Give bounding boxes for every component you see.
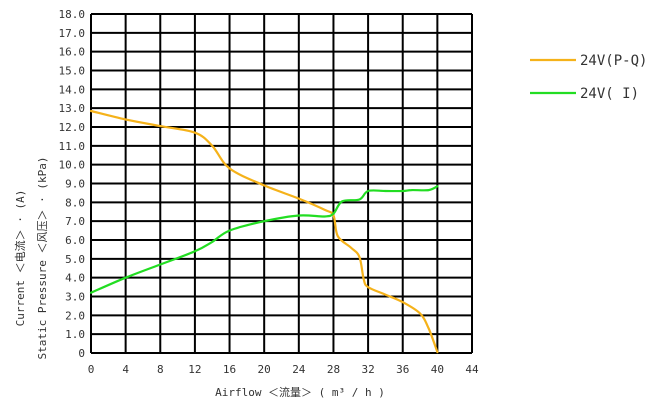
x-tick-label: 8	[157, 363, 164, 376]
x-axis-ticks: 0 4 8 12 16 20 24 28 32 36 40 44	[88, 363, 479, 376]
x-tick-label: 28	[327, 363, 340, 376]
y-axis-ticks: 0 1.0 2.0 3.0 4.0 5.0 6.0 7.0 8.0 9.0 10.0 11.0 12.0…	[59, 8, 86, 360]
y-tick-label: 0	[78, 347, 85, 360]
x-tick-label: 36	[396, 363, 409, 376]
legend-label: 24V(P-Q)	[580, 53, 647, 69]
y-tick-label: 17.0	[59, 27, 86, 40]
y-tick-label: 8.0	[65, 196, 85, 209]
series-line-pq	[89, 109, 439, 354]
y-tick-label: 3.0	[65, 291, 85, 304]
y-tick-label: 5.0	[65, 253, 85, 266]
y-tick-label: 13.0	[59, 102, 86, 115]
y-tick-label: 11.0	[59, 140, 86, 153]
x-tick-label: 20	[258, 363, 271, 376]
y-axis-label-pressure: Static Pressure ＜风压＞ · (kPa)	[36, 157, 49, 360]
x-tick-label: 24	[292, 363, 306, 376]
x-tick-label: 40	[431, 363, 444, 376]
x-tick-label: 32	[361, 363, 374, 376]
legend-label: 24V( I)	[580, 86, 639, 102]
y-tick-label: 1.0	[65, 328, 85, 341]
y-axis-label-current: Current ＜电流＞ · (A)	[13, 190, 27, 327]
grid	[90, 13, 473, 354]
x-tick-label: 0	[88, 363, 95, 376]
x-tick-label: 16	[223, 363, 236, 376]
x-axis-label: Airflow ＜流量＞ ( m³ / h )	[215, 385, 385, 399]
y-tick-label: 14.0	[59, 83, 86, 96]
y-tick-label: 18.0	[59, 8, 86, 21]
y-tick-label: 7.0	[65, 215, 85, 228]
y-tick-label: 2.0	[65, 309, 85, 322]
x-tick-label: 12	[188, 363, 201, 376]
y-tick-label: 10.0	[59, 159, 86, 172]
series-line-current	[89, 185, 439, 294]
x-tick-label: 4	[122, 363, 129, 376]
x-tick-label: 44	[465, 363, 479, 376]
y-tick-label: 4.0	[65, 272, 85, 285]
series-lines	[89, 109, 439, 354]
y-tick-label: 16.0	[59, 46, 86, 59]
y-tick-label: 12.0	[59, 121, 86, 134]
y-tick-label: 9.0	[65, 178, 85, 191]
y-tick-label: 6.0	[65, 234, 85, 247]
y-tick-label: 15.0	[59, 65, 86, 78]
legend: 24V(P-Q) 24V( I)	[530, 53, 647, 102]
